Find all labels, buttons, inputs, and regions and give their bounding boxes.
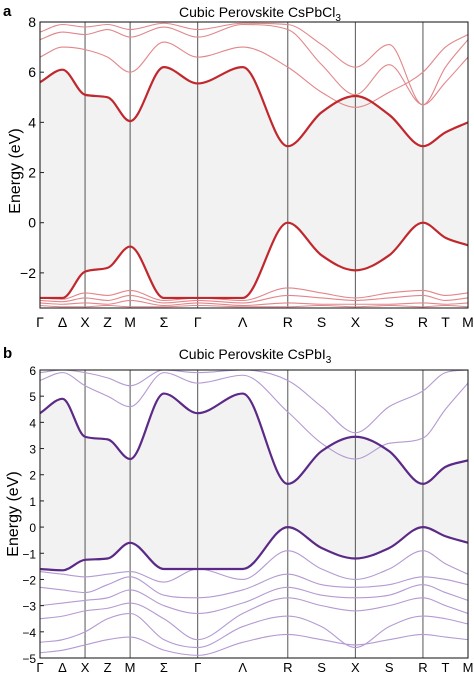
x-tick-label: S xyxy=(317,660,326,675)
panel-a-title: Cubic Perovskite CsPbCl3 xyxy=(179,4,341,24)
x-tick-label: T xyxy=(441,314,450,330)
panel-b-band-structure: b Cubic Perovskite CsPbI3 Energy (eV) −5… xyxy=(3,345,473,675)
y-tick-label: 5 xyxy=(29,390,36,404)
y-tick-label: −1 xyxy=(22,547,36,561)
y-tick-label: 0 xyxy=(28,215,36,231)
y-tick-label: 3 xyxy=(29,443,36,457)
panel-b-title-text: Cubic Perovskite CsPbI xyxy=(179,346,326,362)
x-tick-label: X xyxy=(81,660,90,675)
band-gap-fill xyxy=(40,393,468,571)
band-line xyxy=(40,34,468,108)
plot-frame xyxy=(39,369,469,659)
band-line xyxy=(40,304,468,308)
y-tick-label: 6 xyxy=(28,64,36,80)
band-gap-fill xyxy=(40,67,468,298)
x-tick-label: Δ xyxy=(58,314,67,330)
x-tick-label: S xyxy=(317,314,326,330)
panel-a-label: a xyxy=(3,3,12,20)
y-tick-label: 4 xyxy=(28,114,36,130)
plot-frame xyxy=(39,21,469,309)
x-tick-label: R xyxy=(283,660,292,675)
y-tick-label: 2 xyxy=(28,165,36,181)
x-tick-label: S xyxy=(385,660,394,675)
x-tick-label: Σ xyxy=(160,314,169,330)
x-tick-label: Γ xyxy=(36,314,44,330)
panel-a-title-subscript: 3 xyxy=(335,13,341,24)
x-tick-label: M xyxy=(124,314,136,330)
band-line xyxy=(40,287,468,302)
y-tick-label: −2 xyxy=(22,573,36,587)
y-tick-label: −4 xyxy=(22,626,36,640)
x-tick-label: Λ xyxy=(238,314,248,330)
band-line xyxy=(40,299,468,307)
x-tick-label: R xyxy=(283,314,293,330)
y-tick-label: −3 xyxy=(22,600,36,614)
x-tick-label: Γ xyxy=(194,314,202,330)
x-tick-label: Λ xyxy=(238,660,247,675)
band-line-highlight xyxy=(40,66,468,148)
panel-a-band-structure: a Cubic Perovskite CsPbCl3 Energy (eV) −… xyxy=(3,3,474,330)
band-line xyxy=(40,370,468,434)
x-tick-label: Γ xyxy=(36,660,43,675)
band-line xyxy=(40,597,468,641)
y-tick-label: 4 xyxy=(29,416,36,430)
y-tick-label: 2 xyxy=(29,469,36,483)
band-line xyxy=(40,550,468,583)
panel-b-y-axis-label: Energy (eV) xyxy=(5,471,22,556)
y-tick-label: 6 xyxy=(29,364,36,378)
x-tick-label: Σ xyxy=(160,660,168,675)
x-tick-label: Z xyxy=(103,314,112,330)
band-line xyxy=(40,612,468,649)
band-line-highlight xyxy=(40,392,468,485)
band-line xyxy=(40,23,468,106)
band-line xyxy=(40,372,468,460)
x-tick-label: S xyxy=(384,314,393,330)
x-tick-label: R xyxy=(418,314,428,330)
band-line xyxy=(40,584,468,615)
x-tick-label: M xyxy=(462,314,474,330)
y-tick-label: 8 xyxy=(28,14,36,30)
x-tick-label: X xyxy=(351,314,361,330)
y-tick-label: 0 xyxy=(29,521,36,535)
y-tick-label: 1 xyxy=(29,495,36,509)
band-line xyxy=(40,633,468,656)
band-line-highlight xyxy=(40,221,468,300)
panel-a-y-axis-label: Energy (eV) xyxy=(7,128,24,213)
band-line xyxy=(40,573,468,599)
panel-b-label: b xyxy=(3,345,12,362)
x-tick-label: Δ xyxy=(58,660,67,675)
x-tick-label: M xyxy=(125,660,136,675)
x-tick-label: M xyxy=(463,660,474,675)
x-tick-label: X xyxy=(80,314,90,330)
y-tick-label: −2 xyxy=(20,265,36,281)
x-tick-label: Z xyxy=(104,660,112,675)
band-line xyxy=(40,294,468,304)
band-line-highlight xyxy=(40,525,468,572)
x-tick-label: T xyxy=(441,660,449,675)
x-tick-label: X xyxy=(351,660,360,675)
panel-b-title-subscript: 3 xyxy=(326,355,332,366)
panel-b-title: Cubic Perovskite CsPbI3 xyxy=(179,346,332,366)
x-tick-label: R xyxy=(418,660,427,675)
panel-a-title-text: Cubic Perovskite CsPbCl xyxy=(179,4,335,20)
y-tick-label: −5 xyxy=(22,652,36,666)
x-tick-label: Γ xyxy=(194,660,201,675)
band-line xyxy=(40,22,468,106)
